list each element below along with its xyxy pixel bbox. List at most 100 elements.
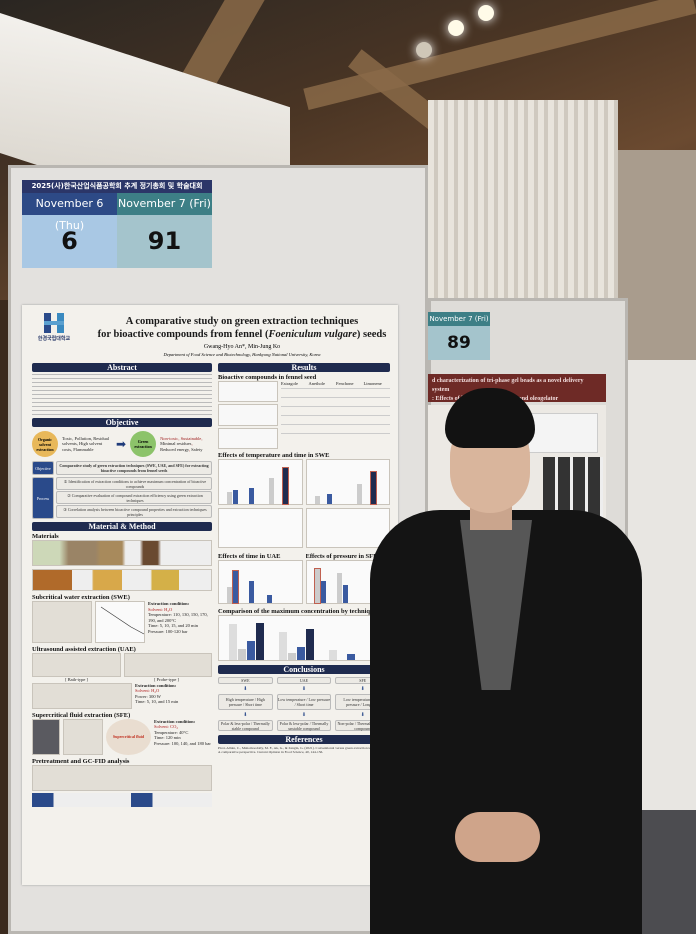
swe-conditions: Extraction condition: Solvent: H₂O Tempe…	[148, 601, 212, 643]
uae-bath-figure	[32, 653, 121, 677]
board-number: 89	[428, 326, 490, 360]
conclusion-conditions: High temperature / High pressure / Short…	[218, 694, 273, 710]
day-label: November 7 (Fri)	[428, 312, 490, 326]
board-number: 6	[61, 227, 78, 255]
condition: Time: 120 min	[154, 735, 181, 740]
pretreatment-figure	[32, 764, 212, 791]
arrow-down-icon: ⬇	[360, 713, 365, 718]
logo-text: 한경국립대학교	[37, 336, 71, 342]
compound-name: Fenchone	[336, 381, 354, 386]
subheading-swe: Subcritical water extraction (SWE)	[32, 594, 130, 601]
green-points: Non-toxic, Sustainable, Minimal residues…	[160, 435, 203, 452]
conclusion-result: Polar & less-polar / Thermally stable co…	[218, 720, 273, 731]
title-line: for bioactive compounds from fennel (	[97, 329, 269, 340]
point: Residual solvents	[62, 435, 109, 447]
point: Non-toxic	[160, 435, 179, 441]
condition: Extraction condition:	[154, 718, 196, 724]
point: Pollution	[74, 435, 91, 441]
cavitation-diagram	[32, 682, 132, 709]
section-abstract: Abstract	[32, 363, 212, 372]
swe-bar-chart	[305, 459, 390, 505]
arrow-down-icon: ⬇	[301, 713, 307, 718]
green-extraction-circle: Green extraction	[130, 431, 157, 457]
condition: Time: 5, 10, and 15 min	[135, 699, 179, 704]
subheading-materials: Materials	[32, 533, 59, 540]
uae-type-label: [ Probe-type ]	[154, 677, 179, 682]
conclusion-columns: SWE ⬇ High temperature / High pressure /…	[218, 677, 391, 731]
section-conclusions: Conclusions	[218, 665, 390, 674]
microscope-figure	[32, 569, 212, 591]
subheading-uae: Ultrasound assisted extraction (UAE)	[32, 646, 136, 653]
uae-conditions: Extraction condition: Solvent: H₂O Power…	[135, 683, 178, 709]
floor	[640, 810, 696, 934]
swe-phase-diagram	[95, 601, 145, 643]
materials-figure	[32, 540, 212, 566]
day-label: November 7 (Fri)	[117, 193, 212, 215]
section-results: Results	[218, 363, 390, 372]
condition: Solvent: H₂O	[148, 606, 173, 612]
title-line: A comparative study on green extraction …	[125, 316, 359, 327]
curtain	[428, 100, 618, 300]
arrow-down-icon: ⬇	[301, 687, 307, 692]
event-title: 2025(사)한국산업식품공학회 추계 정기총회 및 학술대회	[22, 180, 212, 193]
section-material-method: Material & Method	[32, 522, 212, 531]
condition: Pressure: 100, 140, and 180 bar	[154, 740, 211, 746]
ceiling-light	[478, 5, 494, 21]
condition: Extraction condition:	[135, 682, 177, 688]
board-number-header: November 7 (Fri) 89	[428, 312, 490, 360]
uae-type-label: [ Bath-type ]	[65, 677, 88, 682]
chromatogram	[218, 427, 278, 449]
point: Reduced energy	[160, 446, 189, 452]
sfe-photo	[32, 718, 60, 755]
person-hair	[445, 388, 535, 448]
point: Minimal residues	[160, 441, 192, 447]
process-step: ② Comparative evaluation of compound ext…	[56, 491, 212, 504]
conclusion-conditions: Low temperature / Low pressure / Short t…	[276, 694, 332, 710]
reference-text: Picot-Allain, C., Mahomoodally, M. F., A…	[218, 746, 388, 755]
affiliation: Department of Food Science and Biotechno…	[163, 352, 321, 357]
point: Safety	[191, 446, 203, 452]
comparison-bar-chart	[218, 615, 390, 661]
authors: Gwang-Hyo An*, Min-Jung Ko	[203, 344, 281, 350]
chromatogram	[218, 404, 278, 426]
right-column: Results Bioactive compounds in fennel se…	[218, 363, 391, 755]
condition: Pressure: 100-120 bar	[148, 628, 188, 634]
compound-name: Estragole	[281, 381, 298, 386]
swe-apparatus-figure	[32, 601, 92, 643]
point: Flammable	[73, 446, 94, 452]
title-species: Foeniculum vulgare	[268, 329, 357, 340]
condition: Solvent: H₂O	[135, 688, 160, 693]
abstract-text	[32, 374, 212, 416]
process-step: ① Identification of extraction condition…	[56, 477, 212, 490]
arrow-down-icon: ⬇	[360, 687, 365, 692]
banner-line: d characterization of tri-phase gel bead…	[432, 378, 584, 393]
condition: Extraction condition:	[148, 601, 190, 606]
day-label: November 6 (Thu)	[22, 193, 117, 232]
poster-title: A comparative study on green extraction …	[92, 315, 392, 341]
uae-probe-figure	[123, 653, 212, 677]
subheading-swe-effects: Effects of temperature and time in SWE	[218, 452, 330, 459]
gc-fid-table	[32, 792, 212, 807]
section-objective: Objective	[32, 418, 212, 427]
condition: Power: 300 W	[135, 693, 161, 699]
process-label: Process	[32, 477, 54, 519]
condition: Time: 5, 10, 15, and 20 min	[148, 623, 198, 628]
conclusion-result: Polar & less-polar / Thermally unstable …	[276, 720, 332, 731]
condition: Temperature: 40°C	[154, 729, 189, 735]
research-poster: 한경국립대학교 A comparative study on green ext…	[22, 305, 398, 885]
chromatogram	[218, 381, 278, 403]
subheading-pressure-effects: Effects of pressure in SFE	[305, 553, 378, 560]
person-hands	[455, 812, 540, 862]
arrow-right-icon: ➡	[116, 436, 127, 451]
objective-text: Comparative study of green extraction te…	[56, 461, 212, 475]
left-column: Abstract Objective Organic solvent extra…	[32, 363, 212, 807]
arrow-down-icon: ⬇	[243, 687, 248, 692]
board-number: 91	[147, 227, 182, 255]
university-logo: 한경국립대학교	[32, 313, 76, 353]
compound-name: Anethole	[308, 381, 326, 386]
ceiling-light	[416, 42, 432, 58]
sfe-fluid-diagram: Supercritical fluid	[106, 718, 151, 755]
organic-solvent-circle: Organic solvent extraction	[32, 431, 58, 457]
section-references: References	[218, 735, 390, 744]
conclusion-method: UAE	[276, 677, 332, 684]
